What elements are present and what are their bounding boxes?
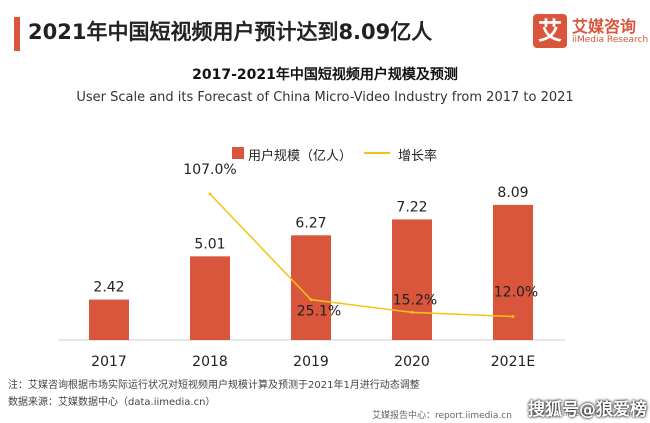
bar-2020 (392, 219, 432, 340)
bar-value-label-2021E: 8.09 (497, 185, 528, 201)
bar-value-label-2020: 7.22 (396, 199, 427, 215)
chart-subtitle: User Scale and its Forecast of China Mic… (76, 90, 574, 105)
growth-rate-point-2020 (410, 310, 414, 314)
bar-2021E (493, 204, 533, 340)
bar-value-label-2019: 6.27 (295, 215, 326, 231)
legend-bar-swatch (232, 147, 244, 159)
watermark: 搜狐号@狼爱榜 (528, 400, 647, 420)
logo-name-cn: 艾媒咨询 (572, 17, 637, 36)
logo-name-en: iiMedia Research (572, 35, 649, 45)
copyright: ©2021 iiMedia Research Inc (532, 409, 645, 418)
growth-rate-label-2021E: 12.0% (494, 285, 538, 301)
chart-footnote: 注：艾媒咨询根据市场实际运行状况对短视频用户规模计算及预测于2021年1月进行动… (8, 380, 420, 391)
bar-2018 (190, 256, 230, 340)
bar-value-label-2017: 2.42 (93, 280, 124, 296)
legend-line-swatch (364, 152, 390, 154)
growth-rate-point-2018 (208, 192, 212, 196)
chart-title: 2017-2021年中国短视频用户规模及预测 (192, 67, 458, 83)
growth-rate-label-2018: 107.0% (183, 162, 236, 178)
report-site-link: 艾媒报告中心：report.iimedia.cn (372, 411, 512, 421)
bar-2019 (291, 235, 331, 340)
growth-rate-label-2020: 15.2% (393, 292, 437, 308)
bar-value-label-2018: 5.01 (194, 236, 225, 252)
x-tick-label-2018: 2018 (192, 354, 228, 370)
x-tick-label-2021E: 2021E (491, 354, 535, 370)
data-source: 数据来源：艾媒数据中心（data.iimedia.cn） (8, 397, 216, 408)
x-tick-label-2019: 2019 (293, 354, 329, 370)
growth-rate-point-2019 (309, 298, 313, 302)
growth-rate-label-2019: 25.1% (297, 304, 341, 320)
growth-rate-line (209, 193, 514, 318)
growth-rate-point-2021E (511, 315, 515, 319)
x-tick-label-2017: 2017 (91, 354, 127, 370)
legend-label-bar: 用户规模（亿人） (248, 149, 353, 164)
logo-mark-icon: 艾 (533, 14, 567, 48)
title-accent-bar (14, 17, 20, 51)
brand-logo: 艾 艾媒咨询 iiMedia Research (533, 12, 648, 56)
page-title: 2021年中国短视频用户预计达到8.09亿人 (28, 20, 433, 44)
bar-2017 (89, 299, 129, 340)
x-tick-label-2020: 2020 (394, 354, 430, 370)
legend-label-line: 增长率 (398, 149, 438, 164)
